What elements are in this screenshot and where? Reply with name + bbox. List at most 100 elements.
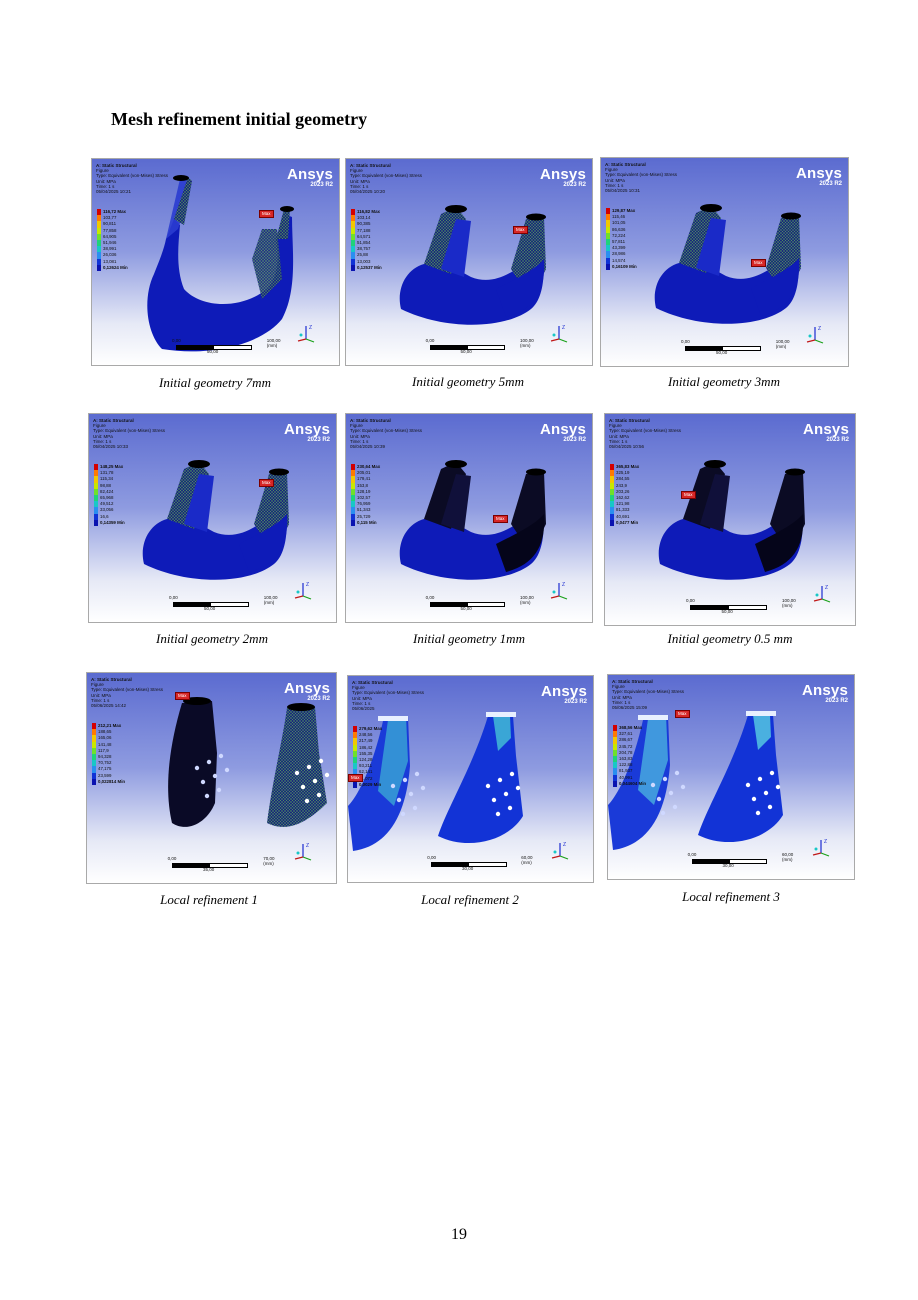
brand-name: Ansys — [795, 165, 842, 182]
result-date: 05/06/2025 — [352, 706, 375, 712]
legend-entry: 212,21 Max — [92, 723, 125, 730]
ansys-logo: Ansys 2023 R2 — [284, 422, 330, 444]
legend-entry: 40,991 — [613, 774, 646, 781]
legend-entry: 101,05 — [606, 220, 637, 227]
figure-info: A: Static Structural Figure Type: Equiva… — [352, 680, 424, 711]
analysis-title: A: Static Structural — [350, 163, 391, 168]
legend-entry: 90,811 — [97, 221, 128, 228]
scale-end: 100,00 (mm) — [782, 598, 796, 608]
legend-entry: 102,57 — [351, 494, 380, 502]
result-unit: Unit: MPa — [91, 692, 111, 698]
legend-entry: 286,67 — [613, 737, 646, 744]
brand-name: Ansys — [539, 166, 586, 183]
legend-entry: 0,0029 Min — [353, 781, 382, 788]
scale-end: 70,00 (mm) — [263, 856, 275, 866]
brand-version: 2023 R2 — [307, 437, 330, 443]
legend-entry: 103,77 — [97, 215, 128, 222]
figure-label: Figure — [352, 685, 365, 691]
figure-info: A: Static Structural Figure Type: Equiva… — [605, 162, 677, 193]
figure-label: Figure — [91, 682, 104, 688]
legend-entry: 103,14 — [351, 215, 382, 222]
legend-entry: 81,333 — [610, 507, 639, 514]
svg-text:Z: Z — [306, 843, 309, 849]
scale-mid: 50,00 — [716, 350, 728, 355]
scale-start: 0,00 — [680, 339, 690, 344]
analysis-title: A: Static Structural — [96, 163, 137, 168]
legend-entry: 13,003 — [351, 258, 382, 265]
result-unit: Unit: MPa — [350, 178, 370, 184]
ansys-logo: Ansys 2023 R2 — [284, 681, 330, 703]
svg-text:Z: Z — [562, 325, 565, 331]
legend-entry: 81,937 — [613, 768, 646, 775]
legend-entry: 86,636 — [606, 226, 637, 233]
legend-entry: 25,729 — [351, 513, 380, 520]
svg-text:Z: Z — [825, 585, 828, 591]
scale-end: 100,00 (mm) — [263, 595, 278, 605]
legend-entry: 248,56 — [353, 732, 382, 739]
section-heading: Mesh refinement initial geometry — [111, 109, 368, 129]
legend-entry: 163,83 — [613, 755, 646, 763]
axis-triad-icon: Z — [812, 839, 830, 857]
legend-entry: 65,968 — [94, 494, 125, 502]
legend-entry: 279,62 Max — [353, 726, 382, 733]
legend-entry: 217,49 — [353, 738, 382, 745]
result-type: Type: Equivalent (von-Mises) Stress — [91, 687, 164, 693]
result-type: Type: Equivalent (von-Mises) Stress — [605, 172, 678, 178]
result-unit: Unit: MPa — [352, 695, 372, 701]
legend-entry: 368,56 Max — [613, 725, 646, 732]
model-view — [399, 205, 546, 325]
legend-entry: 122,88 — [613, 762, 646, 769]
legend-entry: 72,224 — [606, 232, 637, 239]
stress-legend: 279,62 Max 248,56 217,49 186,42 155,35 124,28… — [353, 726, 382, 788]
legend-entry: 117,9 — [92, 747, 125, 754]
scale-mid: 50,00 — [460, 606, 472, 611]
scale-mid: 30,00 — [722, 863, 734, 868]
result-time: Time: 1 s — [350, 183, 369, 189]
stress-legend: 368,56 Max 327,61 286,67 245,72 204,78 163,83… — [613, 725, 646, 787]
scale-mid: 35,00 — [203, 867, 215, 872]
brand-version: 2023 R2 — [825, 698, 848, 704]
legend-entry: 128,19 — [351, 488, 380, 495]
legend-entry: 49,512 — [94, 501, 125, 508]
axis-triad-icon: Z — [294, 843, 312, 861]
legend-entry: 141,48 — [92, 741, 125, 748]
max-marker: Max — [675, 710, 690, 718]
legend-entry: 77,188 — [351, 227, 382, 234]
result-type: Type: Equivalent (von-Mises) Stress — [93, 428, 166, 434]
legend-entry: 165,06 — [92, 735, 125, 742]
scale-bar: 0,00 70,00 (mm) 35,00 — [168, 856, 275, 876]
scale-mid: 50,00 — [460, 349, 472, 354]
ansys-logo: Ansys 2023 R2 — [287, 167, 333, 189]
result-date: 05/04/2025 10:56 — [609, 444, 645, 450]
result-type: Type: Equivalent (von-Mises) Stress — [350, 428, 423, 434]
figure-info: A: Static Structural Figure Type: Equiva… — [96, 163, 168, 194]
scale-bar: 0,00 60,00 (mm) 30,00 — [688, 852, 794, 872]
brand-name: Ansys — [802, 421, 849, 438]
model-view — [658, 460, 805, 580]
result-figure: A: Static Structural Figure Type: Equiva… — [347, 675, 594, 883]
analysis-title: A: Static Structural — [605, 162, 646, 167]
legend-entry: 204,78 — [613, 749, 646, 756]
model-view — [608, 711, 783, 850]
result-type: Type: Equivalent (von-Mises) Stress — [612, 689, 685, 695]
figure-label: Figure — [93, 423, 106, 429]
axis-triad-icon: Z — [297, 325, 315, 343]
brand-version: 2023 R2 — [564, 699, 587, 705]
max-marker: Max — [259, 210, 274, 218]
stress-legend: 365,83 Max 325,19 284,55 243,9 203,26 162,62 1… — [610, 464, 639, 526]
legend-entry: 155,35 — [353, 750, 382, 757]
brand-name: Ansys — [283, 680, 330, 697]
figure-caption: Initial geometry 1mm — [413, 631, 525, 646]
result-date: 05/06/2025 14:42 — [91, 703, 127, 709]
ansys-logo: Ansys 2023 R2 — [802, 683, 848, 705]
ansys-logo: Ansys 2023 R2 — [540, 167, 586, 189]
result-time: Time: 1 s — [612, 699, 631, 705]
legend-entry: 162,62 — [610, 494, 639, 502]
legend-entry: 47,175 — [92, 766, 125, 773]
brand-version: 2023 R2 — [563, 437, 586, 443]
scale-mid: 50,00 — [204, 606, 216, 611]
page-number: 19 — [451, 1226, 467, 1243]
result-type: Type: Equivalent (von-Mises) Stress — [352, 690, 425, 696]
legend-entry: 327,61 — [613, 731, 646, 738]
result-date: 05/04/2025 10:20 — [350, 189, 386, 195]
